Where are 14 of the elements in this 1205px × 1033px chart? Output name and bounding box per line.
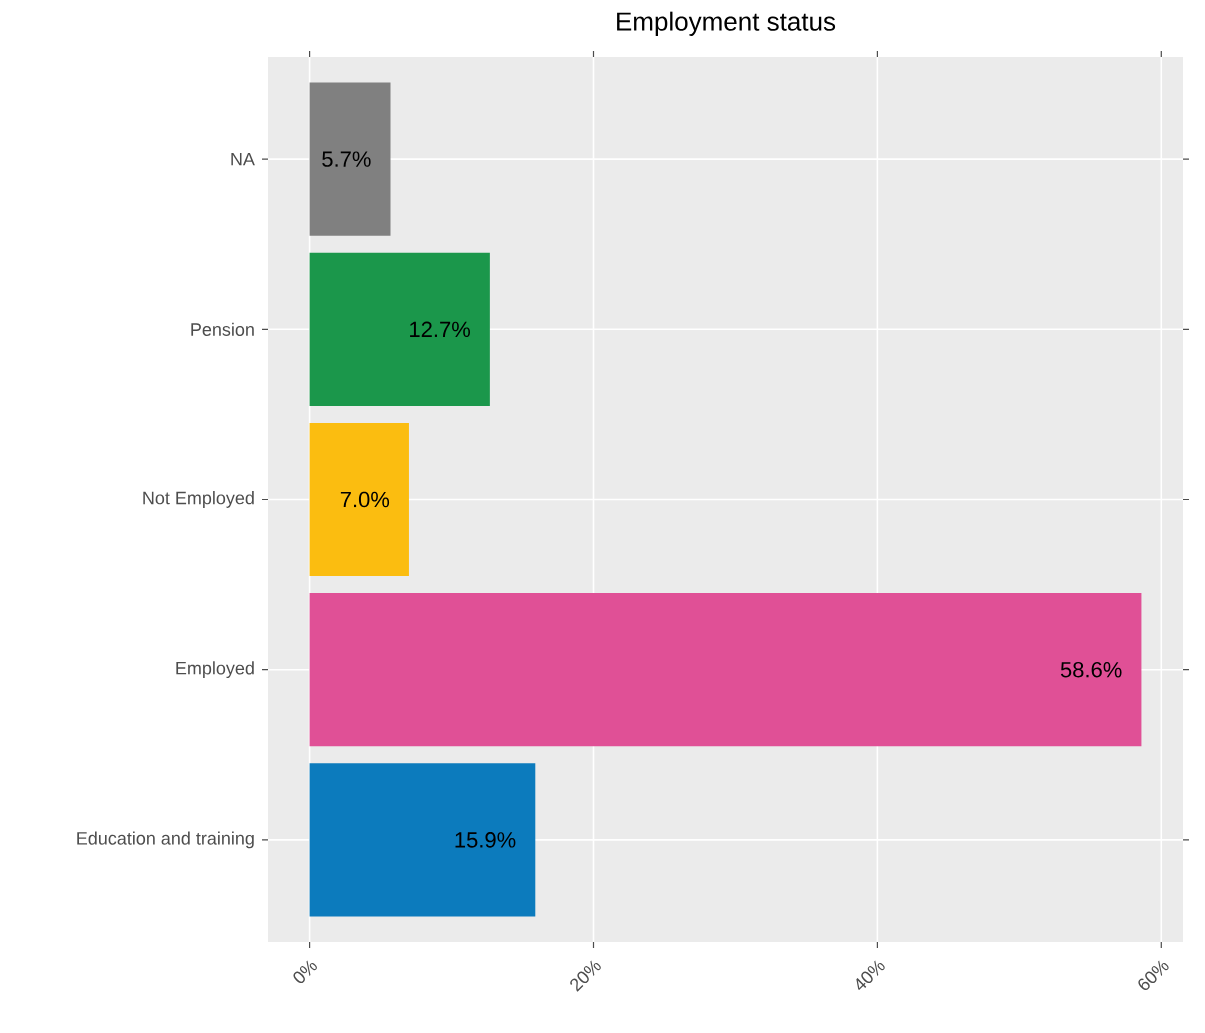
y-tick-label: Pension <box>191 322 254 336</box>
chart-title: Employment status <box>617 11 836 36</box>
x-tick-label: 40% <box>856 960 885 991</box>
data-label: 15.9% <box>455 832 516 848</box>
x-tick-label: 60% <box>1138 960 1169 990</box>
data-label: 12.7% <box>410 321 470 338</box>
y-tick-label: Not Employed <box>143 491 254 508</box>
x-tick-label: 0% <box>293 960 317 984</box>
y-tick-label: Education and training <box>77 831 254 849</box>
data-label: 7.0% <box>340 491 390 508</box>
y-tick-label: NA <box>231 152 255 166</box>
data-label: 58.6% <box>1060 661 1122 678</box>
data-label: 5.7% <box>322 151 371 167</box>
y-tick-label: Employed <box>176 661 254 679</box>
